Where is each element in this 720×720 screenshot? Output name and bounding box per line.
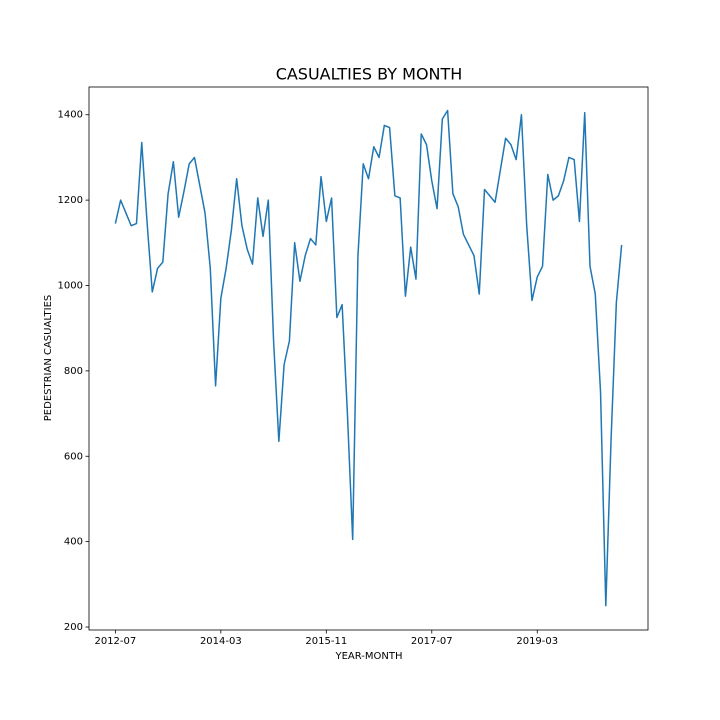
y-tick-label: 1400	[58, 110, 83, 121]
x-tick-label: 2017-07	[411, 636, 453, 647]
x-tick-label: 2015-11	[305, 636, 347, 647]
x-tick-label: 2019-03	[516, 636, 558, 647]
y-tick-label: 600	[64, 451, 83, 462]
y-axis-label: PEDESTRIAN CASUALTIES	[43, 295, 54, 421]
y-tick-label: 800	[64, 366, 83, 377]
x-tick-label: 2014-03	[200, 636, 242, 647]
y-tick-label: 400	[64, 537, 83, 548]
y-tick-label: 1000	[58, 281, 83, 292]
x-tick-label: 2012-07	[94, 636, 136, 647]
data-line	[114, 109, 623, 607]
plot-frame	[88, 86, 649, 631]
y-tick-label: 1200	[58, 195, 83, 206]
chart-title: CASUALTIES BY MONTH	[276, 65, 463, 84]
x-axis-label: YEAR-MONTH	[334, 651, 402, 662]
y-tick-label: 200	[64, 622, 83, 633]
